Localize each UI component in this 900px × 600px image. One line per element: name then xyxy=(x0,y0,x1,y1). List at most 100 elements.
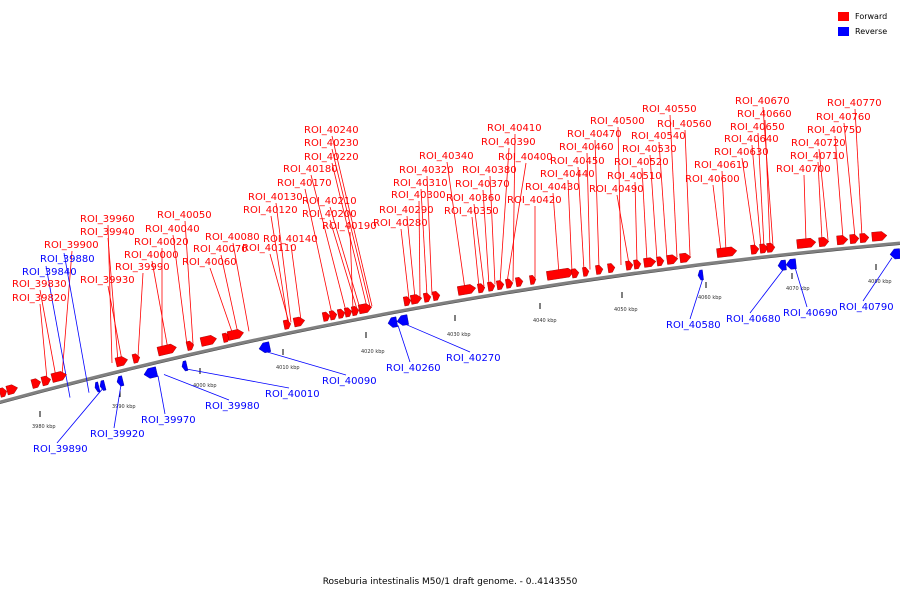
forward-feature xyxy=(131,353,141,364)
forward-feature xyxy=(321,311,331,322)
forward-leader-line xyxy=(270,215,289,324)
forward-feature xyxy=(871,231,888,242)
forward-feature xyxy=(185,340,195,351)
forward-feature-label: ROI_40040 xyxy=(145,224,200,235)
forward-feature-label: ROI_40360 xyxy=(446,193,501,204)
forward-leader-line xyxy=(310,174,347,312)
forward-leader-line xyxy=(107,224,113,363)
legend-item-forward: Forward xyxy=(838,9,887,23)
forward-leader-line xyxy=(331,162,368,308)
forward-feature-label: ROI_40220 xyxy=(304,152,359,163)
reverse-feature xyxy=(143,366,159,379)
forward-feature-label: ROI_40490 xyxy=(589,184,644,195)
forward-leader-line xyxy=(594,139,600,269)
forward-leader-line xyxy=(499,147,510,284)
forward-leader-line xyxy=(512,133,516,282)
forward-feature-label: ROI_40240 xyxy=(304,125,359,136)
forward-feature-label: ROI_40770 xyxy=(827,98,882,109)
forward-leader-line xyxy=(331,148,371,307)
backbone-line xyxy=(0,241,900,404)
forward-feature-label: ROI_40340 xyxy=(419,151,474,162)
forward-feature-label: ROI_40470 xyxy=(567,129,622,140)
feature-arrows xyxy=(0,231,900,398)
forward-feature xyxy=(529,275,537,285)
reverse-feature xyxy=(889,248,900,260)
forward-feature xyxy=(343,307,353,318)
forward-feature-label: ROI_40700 xyxy=(776,164,831,175)
forward-feature-label: ROI_40420 xyxy=(507,195,562,206)
forward-feature xyxy=(643,257,657,268)
forward-feature xyxy=(859,233,870,243)
forward-feature xyxy=(515,277,524,288)
forward-feature xyxy=(505,278,514,289)
legend-swatch-reverse xyxy=(838,26,849,36)
forward-feature xyxy=(571,268,580,279)
reverse-feature xyxy=(697,269,704,281)
scale-tick-label: 3990 kbp xyxy=(112,404,136,410)
forward-feature xyxy=(40,375,51,387)
forward-feature-label: ROI_39820 xyxy=(12,293,67,304)
forward-leader-line xyxy=(684,129,691,256)
forward-feature xyxy=(422,292,432,303)
forward-feature-label: ROI_40080 xyxy=(205,232,260,243)
forward-feature xyxy=(595,264,604,275)
forward-feature-label: ROI_40290 xyxy=(379,205,434,216)
forward-leader-line xyxy=(762,106,774,246)
forward-feature-label: ROI_40200 xyxy=(302,209,357,220)
forward-leader-line xyxy=(349,231,354,310)
legend-item-reverse: Reverse xyxy=(838,24,887,38)
forward-feature-label: ROI_40380 xyxy=(462,165,517,176)
scale-tick-label: 3980 kbp xyxy=(32,424,56,430)
forward-feature xyxy=(114,356,128,368)
forward-feature-label: ROI_40650 xyxy=(730,122,785,133)
forward-feature-label: ROI_40180 xyxy=(283,164,338,175)
forward-leader-line xyxy=(137,272,144,357)
forward-feature-label: ROI_40410 xyxy=(487,123,542,134)
forward-feature-label: ROI_39960 xyxy=(80,214,135,225)
forward-feature xyxy=(716,246,738,258)
reverse-feature-label: ROI_39890 xyxy=(33,444,88,455)
forward-feature-label: ROI_40060 xyxy=(182,257,237,268)
forward-feature-label: ROI_40440 xyxy=(540,169,595,180)
reverse-feature xyxy=(258,341,272,354)
scale-tick-label: 4080 kbp xyxy=(868,279,892,285)
forward-feature-label: ROI_40520 xyxy=(614,157,669,168)
forward-feature-label: ROI_40710 xyxy=(790,151,845,162)
forward-feature-label: ROI_40600 xyxy=(685,174,740,185)
reverse-leader-line xyxy=(63,252,90,393)
forward-feature-label: ROI_40530 xyxy=(622,144,677,155)
forward-leader-line xyxy=(751,144,762,248)
forward-leader-line xyxy=(617,126,622,266)
reverse-leader-line xyxy=(749,268,785,314)
forward-leader-line xyxy=(818,148,829,240)
forward-leader-line xyxy=(552,192,560,275)
forward-leader-line xyxy=(757,132,765,247)
scale-tick-label: 4060 kbp xyxy=(698,295,722,301)
forward-leader-line xyxy=(641,167,648,262)
scale-tick-label: 4070 kbp xyxy=(786,286,810,292)
reverse-feature-label: ROI_40090 xyxy=(322,376,377,387)
forward-leader-line xyxy=(39,303,48,380)
forward-leader-line xyxy=(567,179,573,273)
forward-feature-label: ROI_40350 xyxy=(444,206,499,217)
legend-label-forward: Forward xyxy=(855,11,888,21)
forward-feature xyxy=(350,306,360,317)
forward-feature xyxy=(750,244,760,255)
forward-feature xyxy=(656,256,665,267)
forward-feature xyxy=(759,243,769,254)
forward-leader-line xyxy=(473,203,485,287)
reverse-feature xyxy=(99,380,107,391)
forward-leader-line xyxy=(304,188,333,315)
legend-label-reverse: Reverse xyxy=(855,26,888,36)
reverse-leader-line xyxy=(113,384,122,429)
forward-feature xyxy=(625,260,634,271)
forward-leader-line xyxy=(290,244,302,321)
forward-leader-line xyxy=(471,216,480,288)
forward-leader-line xyxy=(209,267,234,335)
forward-feature-label: ROI_40760 xyxy=(816,112,871,123)
forward-leader-line xyxy=(446,161,466,290)
forward-leader-line xyxy=(721,170,727,252)
forward-feature xyxy=(0,387,7,398)
forward-leader-line xyxy=(61,250,73,376)
forward-leader-line xyxy=(400,228,410,300)
